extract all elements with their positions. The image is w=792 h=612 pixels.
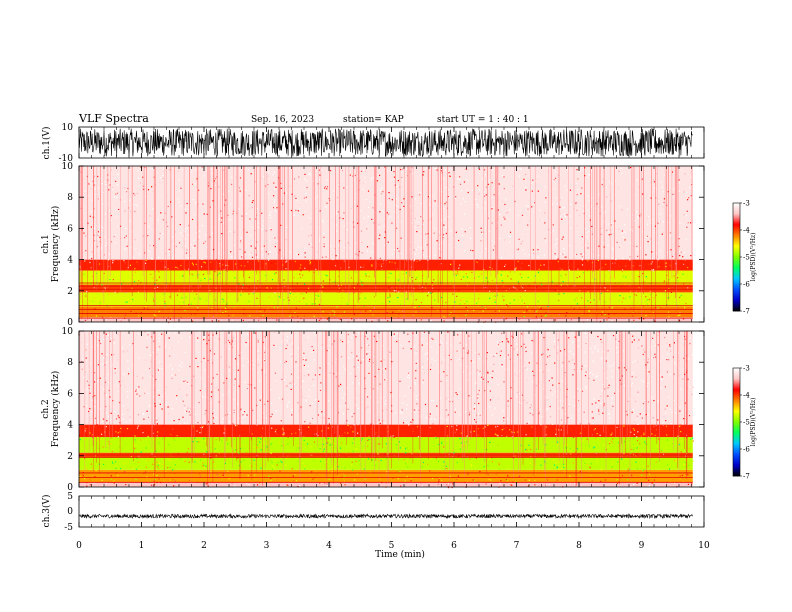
ch2-spec-ytick-4: 4 — [67, 421, 73, 431]
ch2-colorbar-tick--3: -3 — [743, 365, 750, 373]
ch2-spec-ytick-2: 2 — [67, 452, 73, 462]
time-tick-8: 8 — [576, 541, 582, 551]
time-tick-10: 10 — [698, 541, 710, 551]
start-ut-label: start UT = 1 : 40 : 1 — [437, 115, 529, 125]
ch1-spectrogram-channel-label: ch.1 — [41, 234, 51, 253]
ch3-ytick-middle: 0 — [67, 507, 73, 517]
ch1-colorbar-tick--3: -3 — [743, 200, 750, 208]
ch3-ytick-bottom: -5 — [64, 523, 73, 533]
ch2-spec-ytick-6: 6 — [67, 389, 73, 399]
ch3-ytick-top: 5 — [67, 492, 73, 502]
ch1-waveform-trace — [79, 129, 693, 157]
ch1-spec-ytick-8: 8 — [67, 193, 73, 203]
ch2-colorbar-tick--5: -5 — [743, 419, 750, 427]
ch2-spec-ytick-8: 8 — [67, 358, 73, 368]
time-tick-2: 2 — [201, 541, 207, 551]
ch2-spec-ytick-10: 10 — [62, 327, 74, 337]
ch2-colorbar: -3-4-5-6-7log(PSD)(V²/Hz) — [733, 365, 757, 481]
ch1-waveform-panel: 10 -10 ch.1(V) — [41, 123, 704, 164]
ch1-ytick-top: 10 — [62, 123, 74, 133]
time-tick-6: 6 — [451, 541, 457, 551]
ch2-spectrogram-panel: ch.2 Frequency (kHz) 0246810 — [41, 327, 704, 493]
ch1-spec-ytick-2: 2 — [67, 287, 73, 297]
date-label: Sep. 16, 2023 — [251, 115, 314, 125]
vlf-spectra-figure: VLF Spectra Sep. 16, 2023 station= KAP s… — [0, 0, 792, 612]
ch1-colorbar-tick--7: -7 — [743, 308, 750, 316]
ch1-colorbar-tick--5: -5 — [743, 254, 750, 262]
ch1-waveform-ylabel: ch.1(V) — [41, 127, 52, 160]
ch2-spec-band-6 — [79, 331, 693, 425]
time-tick-3: 3 — [264, 541, 270, 551]
ch2-spec-band-4 — [79, 437, 693, 453]
ch2-frequency-axis-label: Frequency (kHz) — [50, 371, 61, 448]
time-tick-9: 9 — [639, 541, 645, 551]
figure-title: VLF Spectra — [78, 112, 149, 125]
ch1-frequency-axis-label: Frequency (kHz) — [50, 206, 61, 283]
ch1-colorbar-title: log(PSD)(V²/Hz) — [750, 233, 757, 282]
ch1-spec-ytick-6: 6 — [67, 224, 73, 234]
time-tick-4: 4 — [326, 541, 332, 551]
ch1-spectrogram-image — [79, 166, 693, 323]
time-tick-0: 0 — [76, 541, 82, 551]
ch1-spectrogram-panel: ch.1 Frequency (kHz) 0246810 — [41, 162, 704, 328]
ch3-waveform-panel: 5 0 -5 ch.3(V) — [41, 492, 704, 533]
ch2-colorbar-title: log(PSD)(V²/Hz) — [750, 398, 757, 447]
station-label: station= KAP — [343, 115, 404, 125]
time-tick-7: 7 — [514, 541, 520, 551]
ch1-colorbar: -3-4-5-6-7log(PSD)(V²/Hz) — [733, 200, 757, 316]
ch2-colorbar-tick--7: -7 — [743, 473, 750, 481]
time-axis-label: Time (min) — [375, 549, 425, 560]
ch1-spec-ytick-4: 4 — [67, 256, 73, 266]
ch1-spec-ytick-10: 10 — [62, 162, 74, 172]
ch2-spectrogram-channel-label: ch.2 — [41, 399, 51, 418]
time-tick-1: 1 — [139, 541, 145, 551]
ch3-waveform-ylabel: ch.3(V) — [41, 495, 52, 528]
ch2-spectrogram-image — [79, 331, 694, 488]
ch3-waveform-trace — [79, 514, 693, 518]
